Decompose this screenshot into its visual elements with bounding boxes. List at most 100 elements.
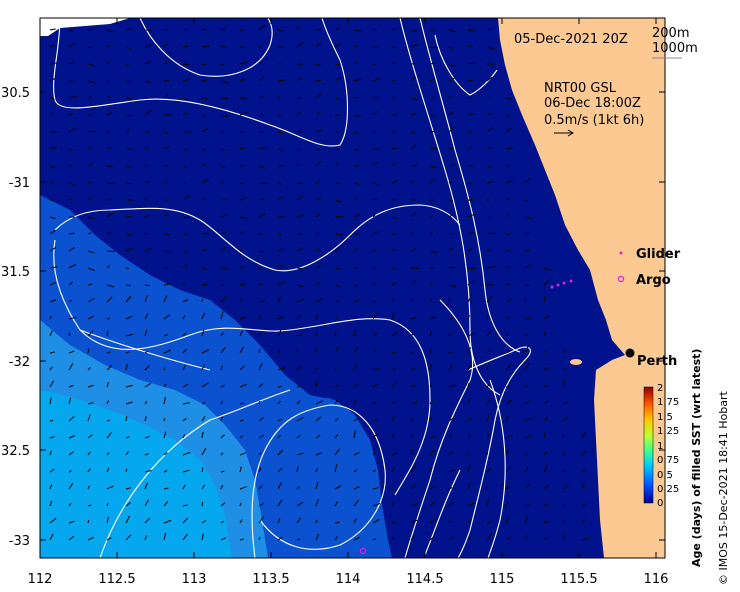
current-vector — [182, 28, 188, 31]
current-vector — [220, 434, 225, 439]
current-vector — [372, 313, 378, 320]
current-vector — [410, 351, 415, 354]
current-vector — [353, 486, 360, 490]
current-vector — [391, 501, 394, 507]
current-vector — [315, 63, 321, 66]
current-vector — [334, 233, 343, 236]
current-vector — [125, 487, 132, 490]
current-vector — [258, 362, 263, 371]
current-vector — [372, 418, 379, 422]
current-vector — [106, 80, 111, 83]
current-vector — [505, 97, 513, 101]
current-vector — [182, 469, 190, 473]
current-vector — [429, 417, 432, 422]
current-vector — [334, 148, 340, 151]
current-vector — [524, 199, 529, 202]
current-vector — [49, 500, 53, 507]
current-vector — [49, 380, 55, 388]
current-vector — [448, 384, 457, 388]
current-vector — [429, 165, 437, 168]
current-vector — [87, 519, 90, 524]
current-vector — [106, 516, 110, 524]
current-vector — [201, 128, 208, 133]
current-vector — [201, 283, 208, 286]
current-vector — [144, 44, 151, 48]
current-vector — [201, 197, 206, 201]
current-vector — [448, 402, 452, 405]
current-vector — [505, 333, 509, 337]
current-vector — [296, 314, 302, 320]
current-vector — [315, 281, 322, 286]
current-vector — [296, 452, 304, 456]
current-vector — [296, 517, 301, 524]
current-vector — [467, 131, 472, 134]
current-vector — [182, 78, 191, 82]
current-vector — [49, 97, 55, 101]
current-vector — [429, 349, 432, 354]
current-vector — [239, 330, 244, 337]
current-vector — [353, 469, 358, 473]
colorbar-tick-label: 0.75 — [657, 455, 679, 466]
current-vector — [220, 311, 224, 320]
current-vector — [486, 413, 491, 422]
current-vector — [201, 431, 204, 439]
current-vector — [353, 29, 362, 32]
current-vector — [448, 434, 453, 439]
current-vector — [182, 216, 189, 219]
current-vector — [372, 131, 377, 133]
current-vector — [106, 60, 111, 65]
current-vector — [448, 29, 457, 33]
current-vector — [524, 317, 532, 320]
current-vector — [277, 518, 281, 524]
current-vector — [106, 284, 115, 288]
current-vector — [49, 216, 56, 220]
current-vector — [372, 400, 377, 405]
current-vector — [163, 233, 171, 236]
current-vector — [334, 215, 343, 218]
current-vector — [448, 77, 456, 82]
current-vector — [524, 535, 528, 541]
colorbar-title: Age (days) of filled SST (wrt latest) — [690, 349, 703, 567]
current-vector — [334, 501, 339, 507]
current-vector — [296, 182, 303, 185]
current-vector — [524, 515, 529, 524]
current-vector — [49, 28, 56, 31]
current-vector — [49, 77, 56, 82]
argo-float — [359, 547, 367, 555]
x-tick-label: 113 — [182, 572, 207, 587]
current-vector — [239, 298, 243, 303]
current-time-label: 06-Dec 18:00Z — [544, 96, 641, 111]
current-vector — [315, 331, 319, 337]
current-vector — [182, 365, 186, 371]
current-vector — [68, 435, 76, 439]
current-vector — [163, 334, 169, 337]
current-vector — [258, 315, 262, 320]
current-vector — [125, 28, 131, 31]
current-vector — [410, 97, 418, 101]
current-vector — [49, 246, 57, 252]
current-vector — [315, 79, 323, 82]
current-vector — [429, 78, 435, 82]
current-vector — [429, 231, 434, 235]
current-vector — [334, 284, 341, 288]
current-vector — [125, 63, 130, 66]
current-vector — [467, 383, 470, 388]
current-vector — [87, 63, 95, 67]
current-vector — [106, 400, 109, 405]
current-vector — [372, 332, 378, 337]
current-vector — [201, 329, 205, 337]
current-vector — [49, 330, 53, 337]
current-vector — [524, 333, 529, 337]
current-vector — [239, 383, 247, 388]
current-vector — [182, 332, 187, 337]
current-vector — [220, 347, 226, 354]
current-vector — [543, 315, 551, 320]
current-vector — [467, 464, 471, 473]
current-vector — [448, 364, 454, 371]
current-vector — [505, 416, 509, 422]
current-vector — [467, 247, 473, 252]
current-vector — [49, 397, 52, 405]
x-tick-label: 113.5 — [252, 572, 289, 587]
current-vector — [448, 181, 453, 184]
current-vector — [410, 298, 413, 303]
